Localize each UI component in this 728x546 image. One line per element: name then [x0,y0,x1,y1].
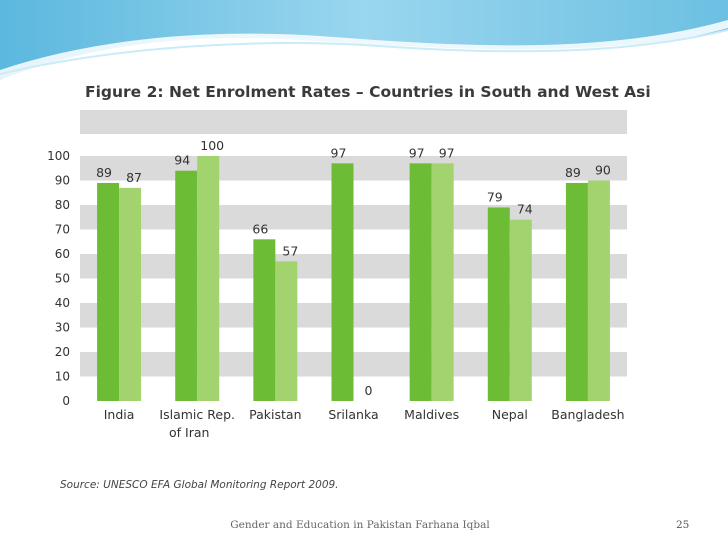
data-label: 66 [252,221,268,236]
category-label: Bangladesh [551,407,624,422]
bars [97,156,610,401]
category-label: Srilanka [328,407,378,422]
y-tick-label: 10 [55,370,70,384]
data-label: 97 [439,145,455,160]
y-tick-label: 70 [55,223,70,237]
y-tick-label: 20 [55,345,70,359]
grid-band [80,134,627,156]
data-label: 94 [174,153,190,168]
category-label: Islamic Rep. [159,407,235,422]
bar [565,182,588,401]
page-number: 25 [676,519,690,531]
bar [509,219,532,401]
bar [275,261,298,401]
y-tick-label: 30 [55,321,70,335]
data-label: 89 [96,165,112,180]
y-tick-label: 80 [55,198,70,212]
bar [587,180,610,401]
data-label: 87 [126,170,142,185]
slide-header-decoration [0,0,728,80]
category-label: Nepal [492,407,528,422]
category-label: India [104,407,135,422]
bar [409,163,432,401]
data-label: 97 [409,145,425,160]
chart-source: Source: UNESCO EFA Global Monitoring Rep… [60,479,339,491]
bar [119,187,142,401]
data-label: 79 [487,189,503,204]
y-tick-label: 90 [55,174,70,188]
chart-figure: Figure 2: Net Enrolment Rates – Countrie… [40,66,650,506]
data-label: 74 [517,202,533,217]
header-wave-line [0,29,728,75]
data-label: 97 [331,145,347,160]
category-label: Pakistan [249,407,301,422]
bar [487,207,510,401]
data-label: 90 [595,163,611,178]
y-tick-label: 40 [55,296,70,310]
category-label: Maldives [404,407,459,422]
y-tick-label: 0 [62,394,70,408]
footer-text: Gender and Education in Pakistan Farhana… [230,519,490,531]
bar [253,239,276,401]
data-label: 100 [200,138,224,153]
bar [431,163,454,401]
data-label: 0 [365,383,373,398]
category-label-line2: of Iran [169,425,209,440]
grid-band [80,110,627,134]
grid-band [80,401,627,443]
chart-title: Figure 2: Net Enrolment Rates – Countrie… [85,83,650,101]
data-labels: 89 87 94 100 66 57 97 0 97 97 79 74 89 90 [96,138,611,398]
bar [97,182,120,401]
y-axis-ticks: 0 10 20 30 40 50 60 70 80 90 100 [47,149,70,408]
data-label: 57 [282,243,298,258]
bar-chart: Figure 2: Net Enrolment Rates – Countrie… [47,83,650,491]
x-axis-categories: India Islamic Rep. of Iran Pakistan Srilanka… [104,407,625,440]
y-tick-label: 60 [55,247,70,261]
data-label: 89 [565,165,581,180]
y-tick-label: 100 [47,149,70,163]
bar [175,170,198,401]
bar [197,156,220,401]
y-tick-label: 50 [55,272,70,286]
bar [331,163,354,401]
